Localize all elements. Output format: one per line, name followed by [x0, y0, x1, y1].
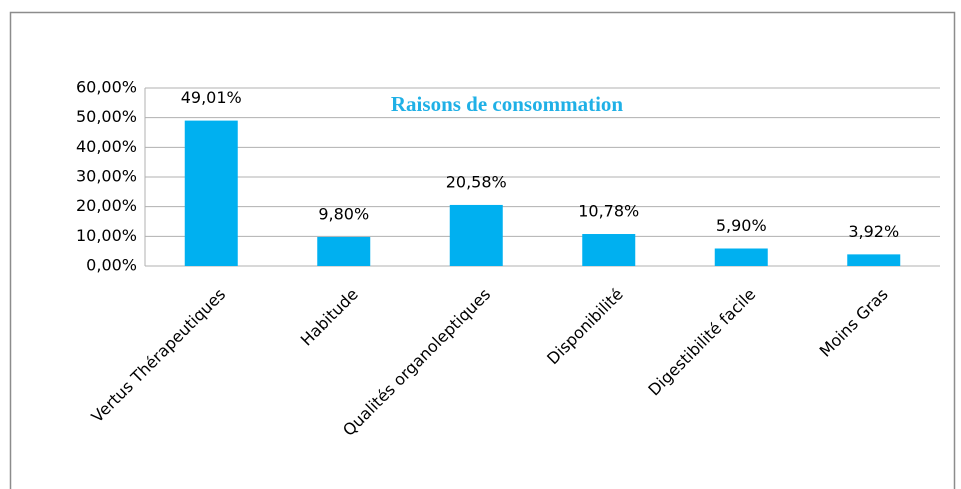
y-tick-label: 40,00% [76, 137, 137, 156]
x-tick-label: Vertus Thérapeutiques [88, 285, 230, 427]
x-tick-label: Qualités organoleptiques [339, 285, 494, 440]
value-label: 5,90% [716, 216, 767, 235]
bar [449, 204, 503, 266]
bar [184, 120, 238, 266]
frame [9, 11, 956, 489]
value-label: 3,92% [848, 222, 899, 241]
value-label: 9,80% [318, 204, 369, 223]
x-tick-label: Digestibilité facile [644, 285, 759, 400]
x-tick-label: Disponibilité [543, 285, 627, 369]
y-tick-label: 20,00% [76, 196, 137, 215]
bar [714, 248, 768, 266]
y-tick-label: 50,00% [76, 107, 137, 126]
value-label: 20,58% [446, 172, 507, 191]
x-tick-label: Moins Gras [816, 285, 892, 361]
value-label: 10,78% [578, 202, 639, 221]
x-tick-label: Habitude [297, 285, 362, 350]
y-tick-label: 0,00% [86, 256, 137, 275]
y-tick-label: 10,00% [76, 226, 137, 245]
bar [582, 234, 636, 266]
bar [847, 254, 901, 266]
bar [317, 236, 371, 266]
value-label: 49,01% [181, 88, 242, 107]
chart-title: Raisons de consommation [391, 92, 624, 116]
y-tick-label: 60,00% [76, 78, 137, 97]
y-tick-label: 30,00% [76, 167, 137, 186]
